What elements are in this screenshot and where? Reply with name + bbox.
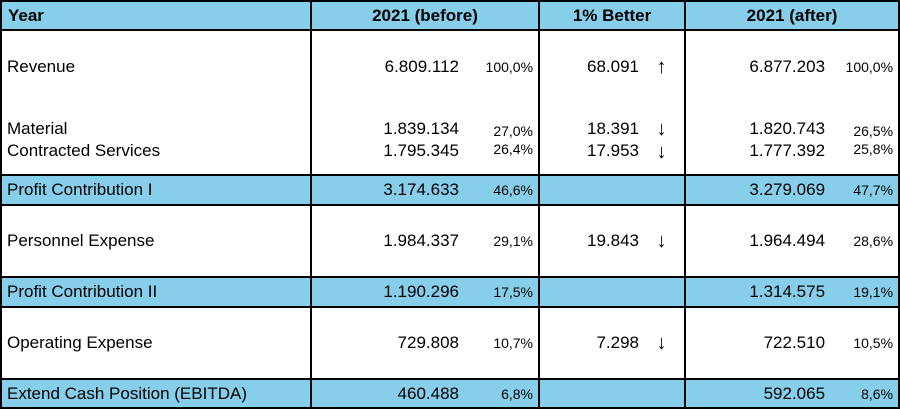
before-value: 729.808 bbox=[310, 307, 459, 379]
table-row: Revenue 6.809.112 100,0% 68.091 ↑ 6.877.… bbox=[0, 30, 900, 103]
before-value: 3.174.633 bbox=[310, 174, 459, 206]
row-label: Profit Contribution II bbox=[0, 276, 312, 308]
table-row-subtotal: Profit Contribution I 3.174.633 46,6% 3.… bbox=[0, 174, 900, 206]
table-header-row: Year 2021 (before) 1% Better 2021 (after… bbox=[0, 0, 900, 31]
after-percent: 8,6% bbox=[825, 378, 900, 409]
change-value bbox=[538, 378, 640, 409]
before-percent: 29,1% bbox=[459, 205, 541, 277]
change-value bbox=[538, 174, 640, 206]
after-value: 1.820.743 bbox=[684, 103, 826, 141]
row-label: Personnel Expense bbox=[0, 205, 312, 277]
table-row: Contracted Services 1.795.345 26,4% 17.9… bbox=[0, 141, 900, 175]
row-label: Contracted Services bbox=[0, 141, 312, 175]
after-percent: 28,6% bbox=[825, 205, 900, 277]
before-value: 6.809.112 bbox=[310, 30, 459, 103]
before-value: 1.190.296 bbox=[310, 276, 459, 308]
after-value: 3.279.069 bbox=[684, 174, 826, 206]
table-row-total: Extend Cash Position (EBITDA) 460.488 6,… bbox=[0, 378, 900, 409]
before-percent: 6,8% bbox=[459, 378, 541, 409]
financial-table: Year 2021 (before) 1% Better 2021 (after… bbox=[0, 0, 900, 409]
after-value: 1.964.494 bbox=[684, 205, 826, 277]
after-value: 592.065 bbox=[684, 378, 826, 409]
header-better: 1% Better bbox=[538, 0, 687, 31]
table-row-subtotal: Profit Contribution II 1.190.296 17,5% 1… bbox=[0, 276, 900, 308]
arrow-down-icon: ↓ bbox=[639, 307, 687, 379]
table-row: Personnel Expense 1.984.337 29,1% 19.843… bbox=[0, 205, 900, 277]
before-percent: 10,7% bbox=[459, 307, 541, 379]
before-value: 1.984.337 bbox=[310, 205, 459, 277]
arrow-cell bbox=[639, 276, 687, 308]
change-value: 68.091 bbox=[538, 30, 640, 103]
header-before: 2021 (before) bbox=[309, 0, 541, 31]
before-value: 460.488 bbox=[310, 378, 459, 409]
change-value: 19.843 bbox=[538, 205, 640, 277]
change-value: 7.298 bbox=[538, 307, 640, 379]
after-percent: 10,5% bbox=[825, 307, 900, 379]
arrow-down-icon: ↓ bbox=[639, 141, 687, 175]
arrow-cell bbox=[639, 174, 687, 206]
table-row: Operating Expense 729.808 10,7% 7.298 ↓ … bbox=[0, 307, 900, 379]
row-label: Material bbox=[0, 103, 312, 141]
after-value: 1.777.392 bbox=[684, 141, 826, 175]
after-percent: 47,7% bbox=[825, 174, 900, 206]
before-value: 1.839.134 bbox=[310, 103, 459, 141]
before-percent: 26,4% bbox=[459, 141, 541, 175]
after-percent: 100,0% bbox=[825, 30, 900, 103]
row-label: Profit Contribution I bbox=[0, 174, 312, 206]
before-percent: 27,0% bbox=[459, 103, 541, 141]
after-percent: 26,5% bbox=[825, 103, 900, 141]
arrow-down-icon: ↓ bbox=[639, 103, 687, 141]
before-percent: 17,5% bbox=[459, 276, 541, 308]
after-value: 6.877.203 bbox=[684, 30, 826, 103]
arrow-cell bbox=[639, 378, 687, 409]
after-value: 1.314.575 bbox=[684, 276, 826, 308]
after-percent: 19,1% bbox=[825, 276, 900, 308]
header-year: Year bbox=[0, 0, 312, 31]
before-percent: 46,6% bbox=[459, 174, 541, 206]
before-value: 1.795.345 bbox=[310, 141, 459, 175]
arrow-up-icon: ↑ bbox=[639, 30, 687, 103]
before-percent: 100,0% bbox=[459, 30, 541, 103]
change-value bbox=[538, 276, 640, 308]
arrow-down-icon: ↓ bbox=[639, 205, 687, 277]
header-after: 2021 (after) bbox=[684, 0, 900, 31]
change-value: 18.391 bbox=[538, 103, 640, 141]
change-value: 17.953 bbox=[538, 141, 640, 175]
row-label: Operating Expense bbox=[0, 307, 312, 379]
after-percent: 25,8% bbox=[825, 141, 900, 175]
row-label: Extend Cash Position (EBITDA) bbox=[0, 378, 312, 409]
after-value: 722.510 bbox=[684, 307, 826, 379]
table-row: Material 1.839.134 27,0% 18.391 ↓ 1.820.… bbox=[0, 103, 900, 141]
row-label: Revenue bbox=[0, 30, 312, 103]
